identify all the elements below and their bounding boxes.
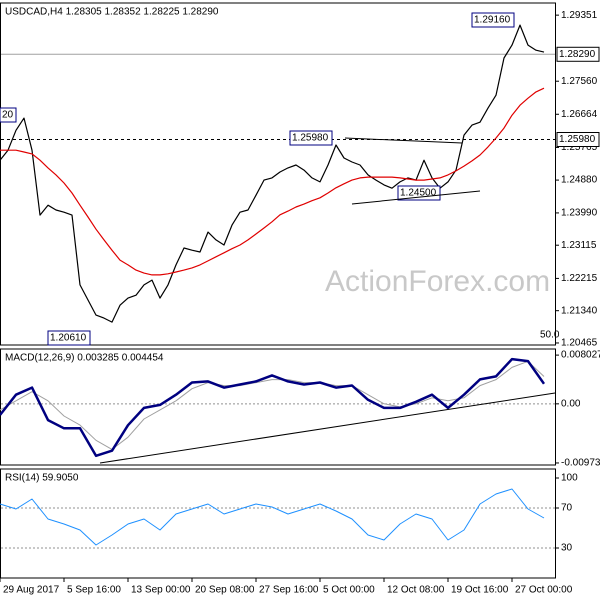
panel-title: MACD(12,26,9) 0.003285 0.004454: [5, 353, 164, 364]
panel-title: USDCAD,H4 1.28305 1.28352 1.28225 1.2829…: [5, 7, 219, 18]
y-tick-label: 1.21340: [561, 305, 598, 316]
price-box: [556, 46, 600, 62]
x-tick-label: 27 Sep 16:00: [259, 585, 319, 596]
y-tick-label: 100: [561, 473, 578, 484]
annotation-box: [0, 107, 17, 123]
series-line: [0, 360, 545, 450]
y-tick-label: 1.20465: [561, 338, 598, 349]
annotation: 1.29160: [474, 15, 511, 26]
y-tick-label: 30: [561, 543, 573, 554]
panel-title: RSI(14) 59.9050: [5, 473, 79, 484]
annotation: 1.25980: [292, 133, 329, 144]
x-tick-label: 13 Sep 00:00: [131, 585, 191, 596]
annotation-box: [471, 12, 515, 28]
x-tick-label: 20 Sep 08:00: [195, 585, 255, 596]
x-tick-label: 19 Oct 16:00: [451, 585, 509, 596]
panel-frame: [0, 468, 556, 579]
x-tick-label: 5 Sep 16:00: [67, 585, 121, 596]
y-tick-label: 1.24880: [561, 175, 598, 186]
annotation-box: [47, 330, 91, 346]
price-label: 1.28290: [559, 49, 596, 60]
y-tick-label: 0.00: [561, 398, 581, 409]
price-box: [556, 132, 600, 148]
y-tick-label: -0.009737: [561, 458, 600, 469]
series-line: [0, 24, 545, 323]
annotation: 1.24500: [400, 188, 437, 199]
y-tick-label: 1.22215: [561, 273, 598, 284]
annotation-box: [289, 130, 333, 146]
series-line: [0, 357, 546, 458]
annotation: 20: [2, 110, 14, 121]
series-line: [0, 488, 545, 546]
y-tick-label: 1.23115: [561, 240, 597, 251]
y-tick-label: 1.27560: [561, 76, 598, 87]
y-tick-label: 1.25765: [561, 142, 598, 153]
y-tick-label: 0.008027: [561, 350, 600, 361]
price-label: 1.25980: [559, 134, 596, 145]
watermark: ActionForex.com: [325, 265, 550, 298]
trendline: [344, 137, 463, 144]
trendline: [351, 190, 481, 205]
annotation: 1.20610: [50, 333, 87, 344]
series-line: [0, 87, 545, 276]
y-tick-label: 1.23990: [561, 208, 598, 219]
x-tick-label: 5 Oct 00:00: [323, 585, 375, 596]
panel-frame: [0, 2, 556, 346]
annotation: 50.0: [540, 330, 560, 341]
x-tick-label: 12 Oct 08:00: [387, 585, 445, 596]
macd-trendline: [99, 392, 556, 464]
y-tick-label: 70: [561, 503, 573, 514]
panel-frame: [0, 348, 556, 466]
y-tick-label: 1.26664: [561, 109, 598, 120]
x-tick-label: 27 Oct 00:00: [515, 585, 573, 596]
y-tick-label: 1.29351: [561, 10, 598, 21]
x-tick-label: 29 Aug 2017: [3, 585, 60, 596]
